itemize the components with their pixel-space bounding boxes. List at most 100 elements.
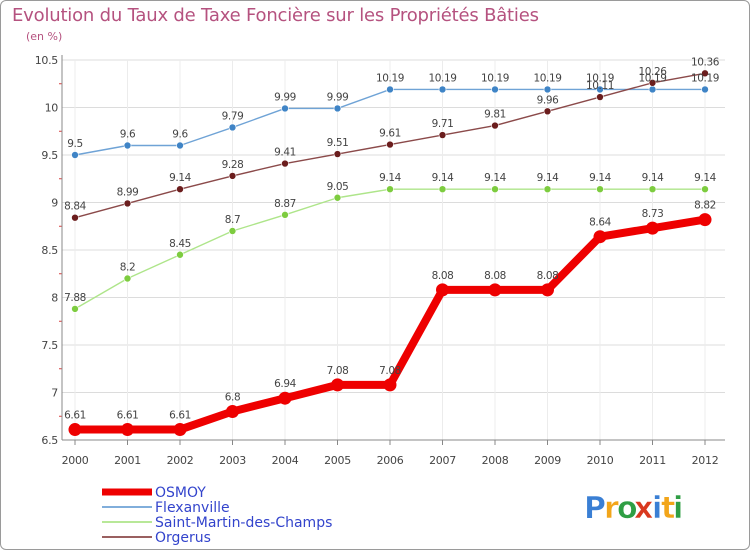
data-point — [438, 85, 447, 94]
data-label: 10.36 — [691, 56, 720, 68]
data-label: 9.14 — [432, 172, 454, 184]
data-label: 10.19 — [586, 72, 614, 84]
x-tick-label: 2006 — [377, 454, 404, 467]
data-label: 7.08 — [327, 365, 349, 377]
x-tick-label: 2004 — [272, 454, 299, 467]
data-label: 9.6 — [120, 129, 136, 141]
data-label: 6.61 — [64, 410, 86, 422]
data-point — [71, 305, 79, 313]
y-tick-label: 9 — [51, 197, 58, 210]
legend-label: OSMOY — [155, 485, 206, 501]
data-point — [386, 185, 394, 193]
x-tick-label: 2012 — [692, 454, 719, 467]
x-tick-label: 2010 — [587, 454, 614, 467]
data-label: 9.14 — [484, 172, 506, 184]
data-label: 6.61 — [169, 410, 191, 422]
data-label: 6.61 — [117, 410, 139, 422]
data-label: 7.88 — [64, 292, 86, 304]
brand-letter: t — [661, 491, 675, 526]
data-point — [176, 141, 184, 150]
y-unit-label: (en %) — [26, 30, 63, 43]
data-label: 8.64 — [589, 217, 611, 229]
data-point — [491, 85, 499, 94]
data-label: 6.8 — [225, 392, 241, 404]
data-point — [383, 378, 397, 392]
data-label: 8.08 — [432, 270, 454, 282]
data-point — [123, 274, 132, 283]
data-point — [596, 185, 604, 193]
data-point — [281, 159, 289, 168]
legend-label: Flexanville — [155, 500, 230, 516]
data-point — [648, 79, 657, 87]
x-tick-label: 2011 — [639, 454, 666, 467]
data-point — [176, 250, 184, 259]
y-tick-label: 6.5 — [41, 434, 58, 447]
data-label: 6.94 — [274, 378, 296, 390]
data-point — [701, 185, 709, 193]
data-label: 10.19 — [428, 72, 456, 84]
data-label: 10.19 — [691, 72, 719, 84]
data-point — [543, 85, 552, 94]
data-point — [543, 107, 552, 116]
x-tick-label: 2000 — [62, 454, 89, 467]
brand-letter: i — [673, 491, 683, 526]
data-label: 9.14 — [589, 172, 611, 184]
data-point — [438, 131, 447, 139]
x-tick-label: 2009 — [534, 454, 561, 467]
data-label: 10.19 — [481, 72, 509, 84]
data-label: 8.73 — [642, 208, 664, 220]
y-tick-label: 8.5 — [41, 244, 58, 257]
data-label: 9.14 — [379, 172, 401, 184]
data-point — [438, 185, 447, 193]
data-point — [436, 283, 449, 297]
data-label: 10.19 — [376, 72, 404, 84]
data-label: 9.61 — [379, 128, 401, 140]
data-label: 9.81 — [484, 109, 506, 121]
data-label: 9.79 — [222, 110, 244, 122]
data-label: 10.11 — [586, 80, 614, 92]
data-label: 8.84 — [64, 201, 86, 213]
data-point — [701, 69, 709, 78]
data-point — [228, 172, 237, 180]
y-tick-label: 7.5 — [41, 339, 58, 352]
data-label: 9.41 — [274, 147, 296, 159]
data-point — [698, 213, 712, 227]
data-label: 9.99 — [274, 91, 296, 103]
data-label: 9.96 — [537, 94, 559, 106]
data-point — [491, 121, 499, 130]
data-point — [648, 85, 657, 94]
data-point — [488, 283, 502, 297]
axes-layer: 6.5 7 7.5 8 8.5 9 9.5 10 10.5 2000 2001 2002 2003 200… — [35, 54, 725, 467]
data-point — [596, 85, 604, 94]
data-label: 10.26 — [638, 66, 667, 78]
x-tick-label: 2008 — [482, 454, 509, 467]
data-label: 8.82 — [694, 200, 716, 212]
data-label: 8.08 — [484, 270, 506, 282]
data-point — [281, 211, 289, 219]
data-point — [123, 199, 132, 208]
data-point — [331, 378, 344, 392]
data-point — [226, 405, 239, 418]
data-point — [596, 93, 604, 101]
x-tick-label: 2001 — [114, 454, 141, 467]
data-point — [278, 391, 292, 405]
data-label: 9.05 — [327, 181, 349, 193]
data-point — [646, 221, 659, 235]
data-label: 7.08 — [379, 365, 401, 377]
x-tick-label: 2003 — [219, 454, 246, 467]
legend-label: Saint-Martin-des-Champs — [155, 515, 332, 531]
data-point — [648, 185, 657, 193]
y-tick-label: 8 — [51, 292, 58, 305]
x-tick-label: 2005 — [324, 454, 351, 467]
data-label: 9.28 — [222, 159, 244, 171]
data-point — [543, 185, 552, 193]
y-tick-label: 7 — [51, 387, 58, 400]
data-label: 8.99 — [117, 186, 139, 198]
data-label: 9.14 — [694, 172, 716, 184]
data-point — [228, 123, 237, 132]
data-point — [333, 150, 342, 158]
